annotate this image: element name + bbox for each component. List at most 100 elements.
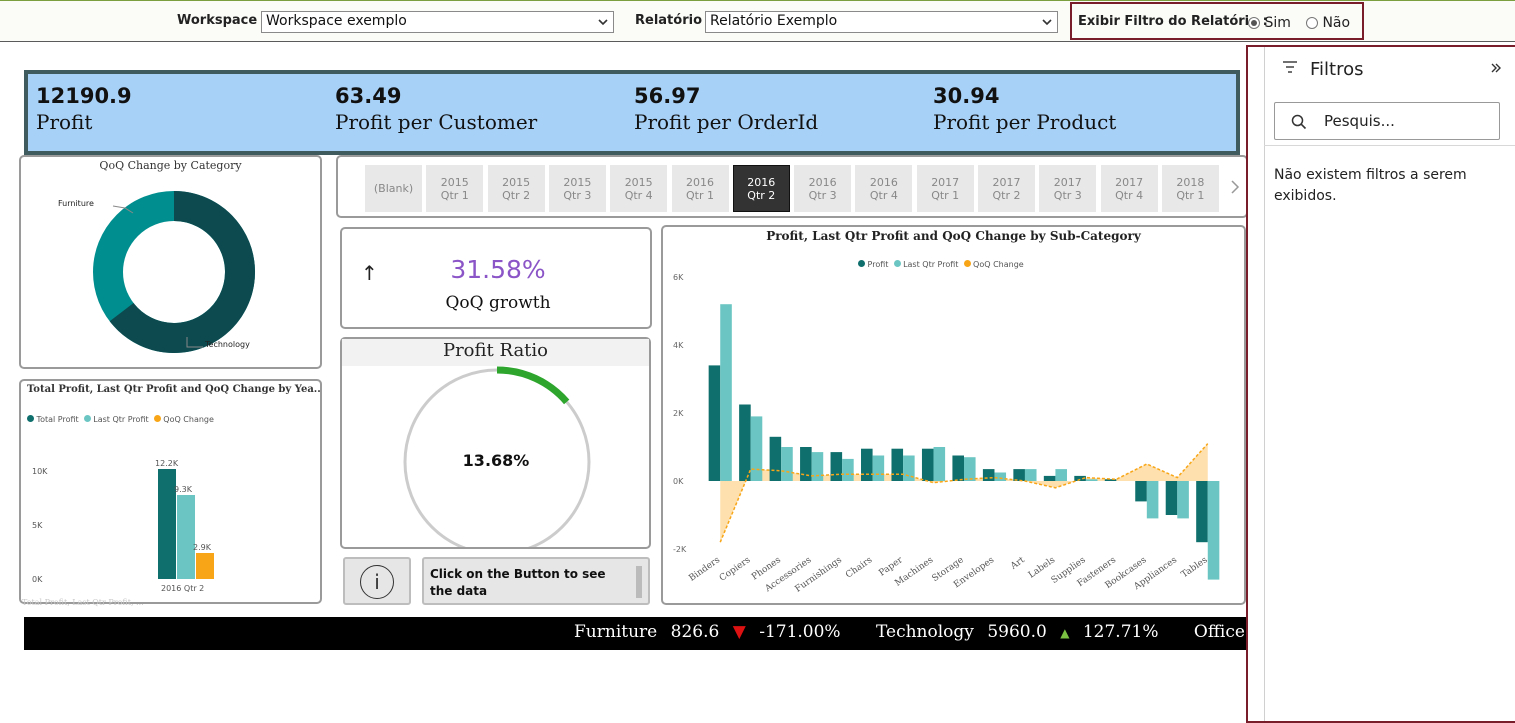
- kpi-value: 12190.9: [36, 84, 132, 108]
- bar[interactable]: [830, 452, 843, 481]
- bar[interactable]: [921, 448, 934, 481]
- year-bar[interactable]: [196, 552, 214, 579]
- slicer-item[interactable]: 2016 Qtr 4: [855, 165, 913, 212]
- bar[interactable]: [903, 455, 915, 482]
- bar[interactable]: [750, 416, 763, 481]
- legend-item: Profit: [858, 260, 888, 269]
- bar[interactable]: [994, 472, 1007, 482]
- filter-empty-message: Não existem filtros a serem exibidos.: [1274, 167, 1467, 204]
- slicer-item-year: 2018: [1176, 175, 1205, 189]
- bar[interactable]: [1165, 481, 1178, 515]
- scrollbar[interactable]: [636, 566, 642, 598]
- bar[interactable]: [1013, 469, 1025, 481]
- donut-label-technology: Technology: [205, 340, 250, 349]
- bar[interactable]: [982, 469, 995, 481]
- bar[interactable]: [1196, 481, 1208, 543]
- radio-nao-label: Não: [1322, 15, 1351, 31]
- slicer-item[interactable]: 2017 Qtr 2: [978, 165, 1035, 212]
- bar[interactable]: [739, 404, 751, 482]
- slicer-item[interactable]: 2016 Qtr 3: [794, 165, 852, 212]
- slicer-item[interactable]: 2018 Qtr 1: [1161, 165, 1219, 212]
- bar[interactable]: [842, 458, 854, 481]
- year-chart-bars: 12.2K 9.3K 2.9K: [155, 447, 218, 579]
- kpi-profit-per-customer: 63.49 Profit per Customer: [335, 84, 537, 134]
- bar[interactable]: [708, 365, 721, 481]
- radio-sim[interactable]: Sim: [1248, 15, 1291, 31]
- bar[interactable]: [1135, 481, 1147, 502]
- kpi-label: Profit per OrderId: [634, 110, 819, 134]
- radio-nao-button[interactable]: [1306, 17, 1318, 29]
- bar[interactable]: [861, 448, 873, 481]
- legend-item: QoQ Change: [153, 415, 214, 424]
- bar[interactable]: [952, 455, 964, 482]
- bar[interactable]: [1074, 475, 1086, 481]
- data-label: 2.9K: [193, 542, 211, 552]
- bar[interactable]: [1043, 475, 1056, 481]
- donut-card[interactable]: QoQ Change by Category Furniture Technol…: [19, 155, 322, 369]
- bar[interactable]: [872, 455, 885, 482]
- bar[interactable]: [800, 447, 812, 481]
- report-select-value: Relatório Exemplo: [710, 13, 838, 29]
- chart-title: Profit, Last Qtr Profit and QoQ Change b…: [766, 229, 1141, 243]
- bar[interactable]: [1177, 481, 1189, 519]
- slicer-item[interactable]: 2016 Qtr 2: [732, 165, 790, 212]
- slicer-item-year: 2016: [747, 175, 776, 189]
- slicer-item-quarter: Qtr 3: [1053, 188, 1082, 202]
- report-select[interactable]: Relatório Exemplo: [705, 11, 1058, 33]
- slicer-item-year: 2015: [624, 175, 653, 189]
- slicer-item-year: 2016: [869, 175, 898, 189]
- bar[interactable]: [1055, 469, 1067, 481]
- bar[interactable]: [933, 447, 946, 481]
- bar[interactable]: [1085, 479, 1098, 481]
- subcategory-chart-card[interactable]: Profit, Last Qtr Profit and QoQ Change b…: [661, 225, 1246, 605]
- legend-item: QoQ Change: [963, 260, 1024, 269]
- ticker-content: Furniture 826.6 ▼ -171.00% Technology 59…: [574, 622, 1246, 642]
- x-tick: Chairs: [844, 555, 874, 581]
- slicer-item[interactable]: 2017 Qtr 1: [916, 165, 974, 212]
- radio-nao[interactable]: Não: [1306, 15, 1350, 31]
- collapse-pane-icon[interactable]: [1490, 62, 1502, 74]
- slicer-item[interactable]: 2015 Qtr 2: [487, 165, 545, 212]
- bar[interactable]: [964, 457, 976, 481]
- bar[interactable]: [781, 447, 793, 481]
- slicer-item[interactable]: 2015 Qtr 1: [426, 165, 484, 212]
- info-text-box[interactable]: Click on the Button to see the data: [422, 557, 650, 605]
- bar[interactable]: [1207, 481, 1220, 580]
- chevron-right-icon[interactable]: [1230, 179, 1240, 195]
- slicer-item-quarter: Qtr 2: [747, 188, 776, 202]
- show-filter-toggle: Exibir Filtro do Relatório : Sim Não: [1070, 2, 1364, 40]
- workspace-select[interactable]: Workspace exemplo: [261, 11, 614, 33]
- chevron-down-icon: [598, 19, 608, 26]
- filter-search-input[interactable]: Pesquis...: [1274, 102, 1500, 140]
- slicer-item[interactable]: (Blank): [365, 165, 422, 212]
- year-bar[interactable]: [158, 469, 176, 579]
- top-bar: Workspace : Workspace exemplo Relatório …: [0, 0, 1515, 42]
- y-tick: 5K: [32, 521, 43, 530]
- info-button[interactable]: i: [343, 557, 411, 605]
- slicer-item[interactable]: 2015 Qtr 3: [548, 165, 606, 212]
- bar[interactable]: [1146, 481, 1159, 519]
- x-tick: Art: [1008, 555, 1027, 572]
- radio-sim-button[interactable]: [1248, 17, 1260, 29]
- profit-ratio-gauge: [403, 366, 591, 547]
- slicer-item[interactable]: 2016 Qtr 1: [671, 165, 729, 212]
- slicer-item[interactable]: 2017 Qtr 4: [1100, 165, 1158, 212]
- triangle-down-icon: ▼: [732, 622, 746, 642]
- filter-pane: Filtros Pesquis... Não existem filtros a…: [1246, 45, 1515, 723]
- slicer-item[interactable]: 2017 Qtr 3: [1039, 165, 1097, 212]
- ticker-technology: Technology 5960.0 ▲ 127.71%: [876, 622, 1159, 642]
- year-chart-card[interactable]: Total Profit, Last Qtr Profit and QoQ Ch…: [19, 379, 322, 604]
- kpi-label: Profit per Product: [933, 110, 1117, 134]
- bar[interactable]: [1104, 479, 1117, 481]
- bar[interactable]: [811, 452, 824, 481]
- slicer-item-year: 2015: [502, 175, 531, 189]
- year-bar[interactable]: [177, 495, 195, 579]
- bar[interactable]: [891, 448, 904, 481]
- arrow-up-icon: ↑: [361, 261, 378, 285]
- slicer-item[interactable]: 2015 Qtr 4: [610, 165, 668, 212]
- bar[interactable]: [1024, 469, 1037, 481]
- bar[interactable]: [720, 304, 732, 481]
- kpi-band: 12190.9 Profit 63.49 Profit per Customer…: [24, 70, 1240, 155]
- bar[interactable]: [769, 436, 782, 481]
- triangle-up-icon: ▲: [1060, 626, 1070, 640]
